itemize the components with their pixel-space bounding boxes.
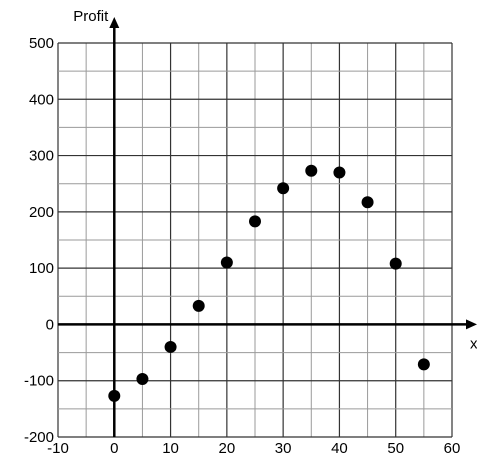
data-point <box>220 256 233 269</box>
data-points <box>108 164 430 402</box>
data-point <box>389 257 402 270</box>
y-axis-arrow <box>109 17 120 28</box>
axes <box>58 17 477 437</box>
y-tick-label: 0 <box>46 316 54 333</box>
y-tick-label: 300 <box>29 148 54 165</box>
x-tick-label: 30 <box>275 440 292 457</box>
y-tick-label: -100 <box>24 373 54 390</box>
x-tick-label: 20 <box>219 440 236 457</box>
x-tick-label: 0 <box>110 440 118 457</box>
data-point <box>333 166 346 179</box>
x-axis-arrow <box>466 319 477 330</box>
data-point <box>192 299 205 312</box>
x-tick-label: -10 <box>47 440 69 457</box>
data-point <box>136 373 149 386</box>
x-tick-label: 10 <box>162 440 179 457</box>
data-point <box>305 164 318 177</box>
y-tick-label: -200 <box>24 429 54 446</box>
data-point <box>361 196 374 209</box>
x-axis-title: x <box>470 335 477 352</box>
y-tick-label: 100 <box>29 260 54 277</box>
data-point <box>108 389 121 402</box>
data-point <box>417 358 430 371</box>
y-axis-title: Profit <box>73 8 109 25</box>
x-tick-label: 60 <box>444 440 461 457</box>
x-tick-label: 50 <box>387 440 404 457</box>
x-tick-label: 40 <box>331 440 348 457</box>
y-tick-label: 500 <box>29 35 54 52</box>
grid <box>57 42 453 438</box>
y-tick-label: 400 <box>29 91 54 108</box>
y-tick-label: 200 <box>29 204 54 221</box>
data-point <box>164 340 177 353</box>
data-point <box>249 215 261 228</box>
data-point <box>277 182 290 195</box>
